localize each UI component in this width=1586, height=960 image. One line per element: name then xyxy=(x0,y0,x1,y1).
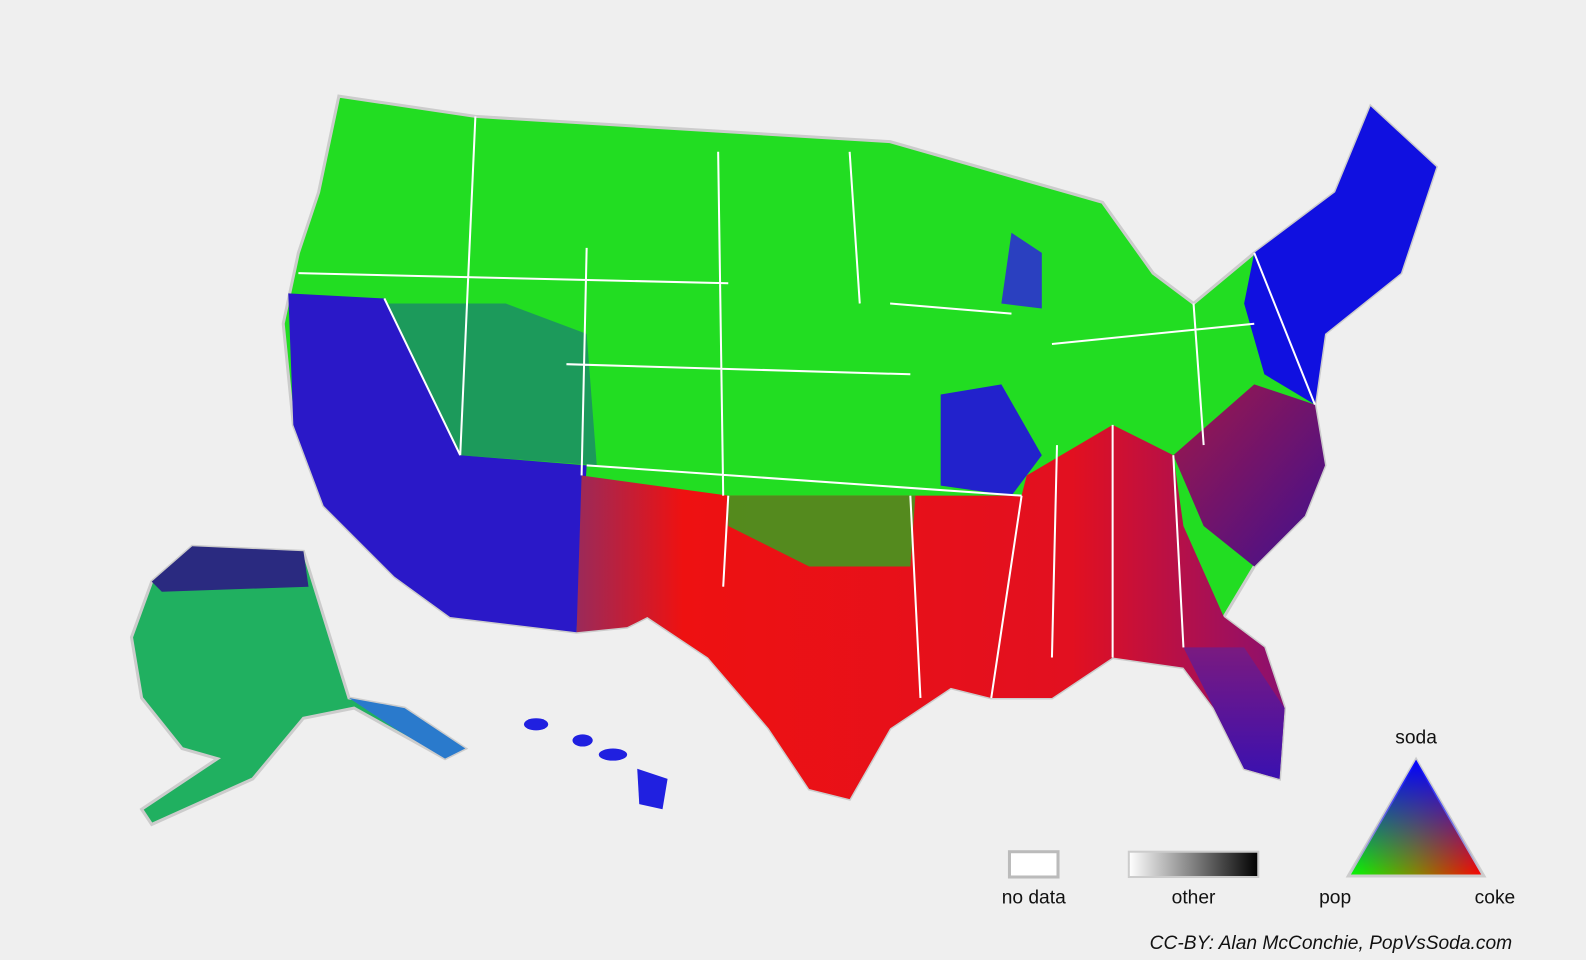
legend-label: soda xyxy=(1395,727,1437,748)
credit: CC-BY: Alan McConchie, PopVsSoda.com xyxy=(1150,933,1513,954)
contiguous-us xyxy=(281,94,1439,801)
legend: no data other soda pop coke xyxy=(1002,727,1516,908)
region-soda-northeast xyxy=(1244,106,1437,405)
region-florida xyxy=(1183,647,1285,779)
region-soda-wisconsin xyxy=(1001,232,1042,309)
legend-label: no data xyxy=(1002,887,1066,908)
alaska xyxy=(129,544,469,827)
region-soda-west xyxy=(288,293,587,633)
hawaii xyxy=(523,718,668,810)
alaska-north xyxy=(151,546,309,592)
alaska-shape xyxy=(129,544,469,827)
legend-label: pop xyxy=(1319,887,1351,908)
region-mixed-oklahoma xyxy=(728,495,916,567)
no-data-swatch xyxy=(1007,850,1060,879)
legend-label: other xyxy=(1172,887,1216,908)
island xyxy=(637,768,668,810)
region-soda-missouri xyxy=(940,384,1042,496)
region-teal xyxy=(384,303,597,466)
color-triangle-soda xyxy=(1348,759,1484,876)
alaska-panhandle xyxy=(348,697,466,759)
other-swatch xyxy=(1127,850,1260,879)
region-mixed-southeast xyxy=(1173,384,1326,567)
state-borders xyxy=(298,116,1316,699)
legend-label: coke xyxy=(1475,887,1516,908)
island xyxy=(598,748,628,761)
island xyxy=(572,734,593,747)
island xyxy=(523,718,549,731)
